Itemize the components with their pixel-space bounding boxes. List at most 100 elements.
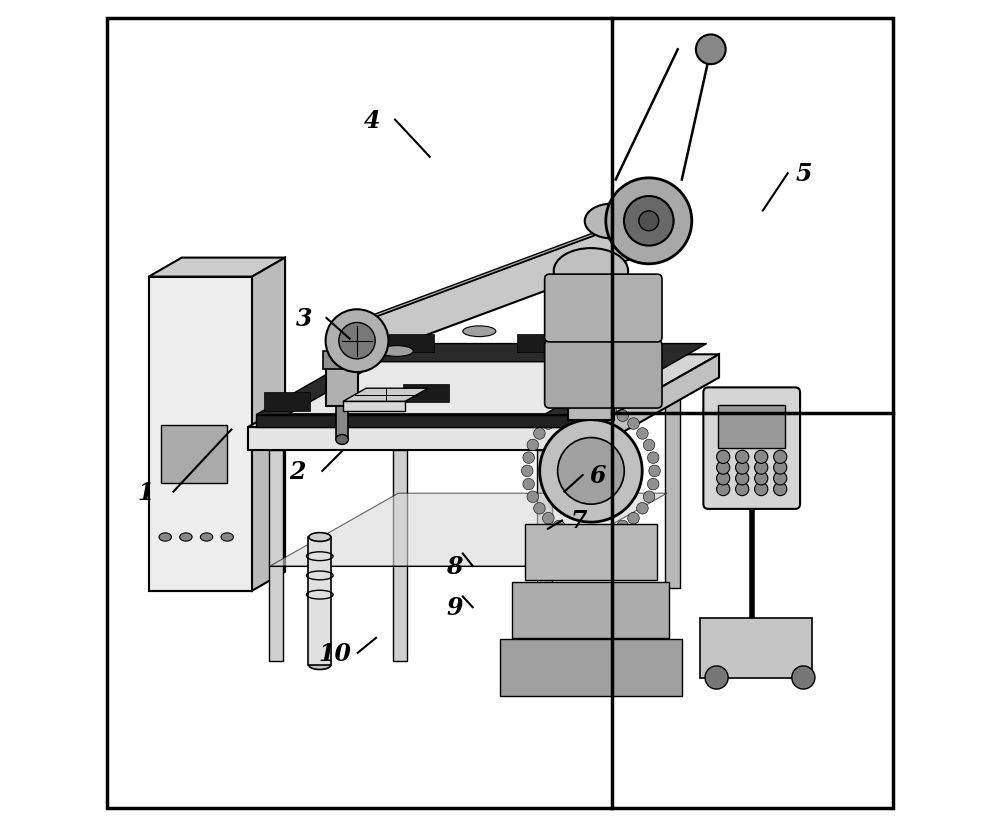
Text: 7: 7 <box>570 509 587 533</box>
Circle shape <box>628 418 639 430</box>
Circle shape <box>523 479 534 490</box>
Polygon shape <box>339 211 661 368</box>
Circle shape <box>527 440 539 452</box>
Circle shape <box>643 491 655 503</box>
Polygon shape <box>256 415 583 428</box>
Circle shape <box>755 472 768 485</box>
Circle shape <box>578 528 590 540</box>
Circle shape <box>755 451 768 464</box>
Circle shape <box>592 528 603 540</box>
Circle shape <box>553 410 565 422</box>
Circle shape <box>755 483 768 496</box>
Ellipse shape <box>180 533 192 542</box>
Circle shape <box>639 212 659 232</box>
Text: 9: 9 <box>446 595 463 619</box>
Ellipse shape <box>159 533 171 542</box>
Text: 1: 1 <box>138 480 154 504</box>
Circle shape <box>326 310 388 373</box>
Circle shape <box>792 666 815 689</box>
Bar <box>517 334 563 352</box>
Polygon shape <box>326 361 358 407</box>
Polygon shape <box>270 494 667 566</box>
Circle shape <box>624 197 674 246</box>
Circle shape <box>605 526 616 538</box>
Ellipse shape <box>309 661 331 670</box>
Circle shape <box>637 503 648 514</box>
Circle shape <box>696 36 726 65</box>
Bar <box>336 407 348 440</box>
Circle shape <box>736 483 749 496</box>
Circle shape <box>637 428 648 440</box>
Text: 10: 10 <box>318 641 351 665</box>
Circle shape <box>736 461 749 475</box>
Polygon shape <box>269 451 283 661</box>
Text: 4: 4 <box>364 108 380 132</box>
Ellipse shape <box>221 533 233 542</box>
Circle shape <box>605 405 616 417</box>
Circle shape <box>736 451 749 464</box>
Circle shape <box>774 461 787 475</box>
Polygon shape <box>248 355 719 428</box>
Circle shape <box>534 428 545 440</box>
FancyBboxPatch shape <box>545 275 662 342</box>
Bar <box>323 351 361 370</box>
Circle shape <box>617 410 629 422</box>
Circle shape <box>523 452 534 464</box>
Text: 5: 5 <box>796 162 812 186</box>
Bar <box>718 405 785 448</box>
Circle shape <box>606 179 692 265</box>
Bar <box>388 334 434 352</box>
Circle shape <box>717 451 730 464</box>
Ellipse shape <box>545 307 579 318</box>
Bar <box>500 640 682 696</box>
Ellipse shape <box>380 347 413 357</box>
Polygon shape <box>665 355 680 589</box>
Circle shape <box>649 466 660 477</box>
Circle shape <box>705 666 728 689</box>
Circle shape <box>592 402 603 414</box>
Polygon shape <box>537 451 552 661</box>
Polygon shape <box>343 402 405 412</box>
Circle shape <box>543 418 554 430</box>
Circle shape <box>565 526 577 538</box>
Bar <box>161 426 227 484</box>
Circle shape <box>774 472 787 485</box>
Circle shape <box>565 405 577 417</box>
Polygon shape <box>339 203 674 331</box>
Polygon shape <box>248 428 591 451</box>
Polygon shape <box>566 251 665 263</box>
Circle shape <box>717 461 730 475</box>
Ellipse shape <box>200 533 213 542</box>
Polygon shape <box>149 277 252 591</box>
Circle shape <box>339 323 375 360</box>
Circle shape <box>527 491 539 503</box>
Polygon shape <box>591 355 719 451</box>
FancyBboxPatch shape <box>545 341 662 409</box>
Circle shape <box>643 440 655 452</box>
Text: 8: 8 <box>446 554 463 578</box>
Circle shape <box>617 520 629 532</box>
FancyBboxPatch shape <box>703 388 800 509</box>
Circle shape <box>553 520 565 532</box>
Polygon shape <box>393 451 407 661</box>
Circle shape <box>558 438 624 504</box>
Text: 6: 6 <box>589 463 606 487</box>
Circle shape <box>647 452 659 464</box>
Bar <box>512 582 669 638</box>
Circle shape <box>736 472 749 485</box>
Polygon shape <box>149 258 285 277</box>
Circle shape <box>628 513 639 524</box>
Circle shape <box>755 461 768 475</box>
Text: 2: 2 <box>289 459 306 483</box>
Circle shape <box>534 503 545 514</box>
Circle shape <box>717 472 730 485</box>
Circle shape <box>774 483 787 496</box>
Bar <box>264 393 310 411</box>
Polygon shape <box>289 362 636 414</box>
Ellipse shape <box>336 435 348 445</box>
Polygon shape <box>256 344 707 415</box>
Circle shape <box>647 479 659 490</box>
Polygon shape <box>343 389 428 402</box>
Circle shape <box>521 466 533 477</box>
Ellipse shape <box>554 249 628 294</box>
